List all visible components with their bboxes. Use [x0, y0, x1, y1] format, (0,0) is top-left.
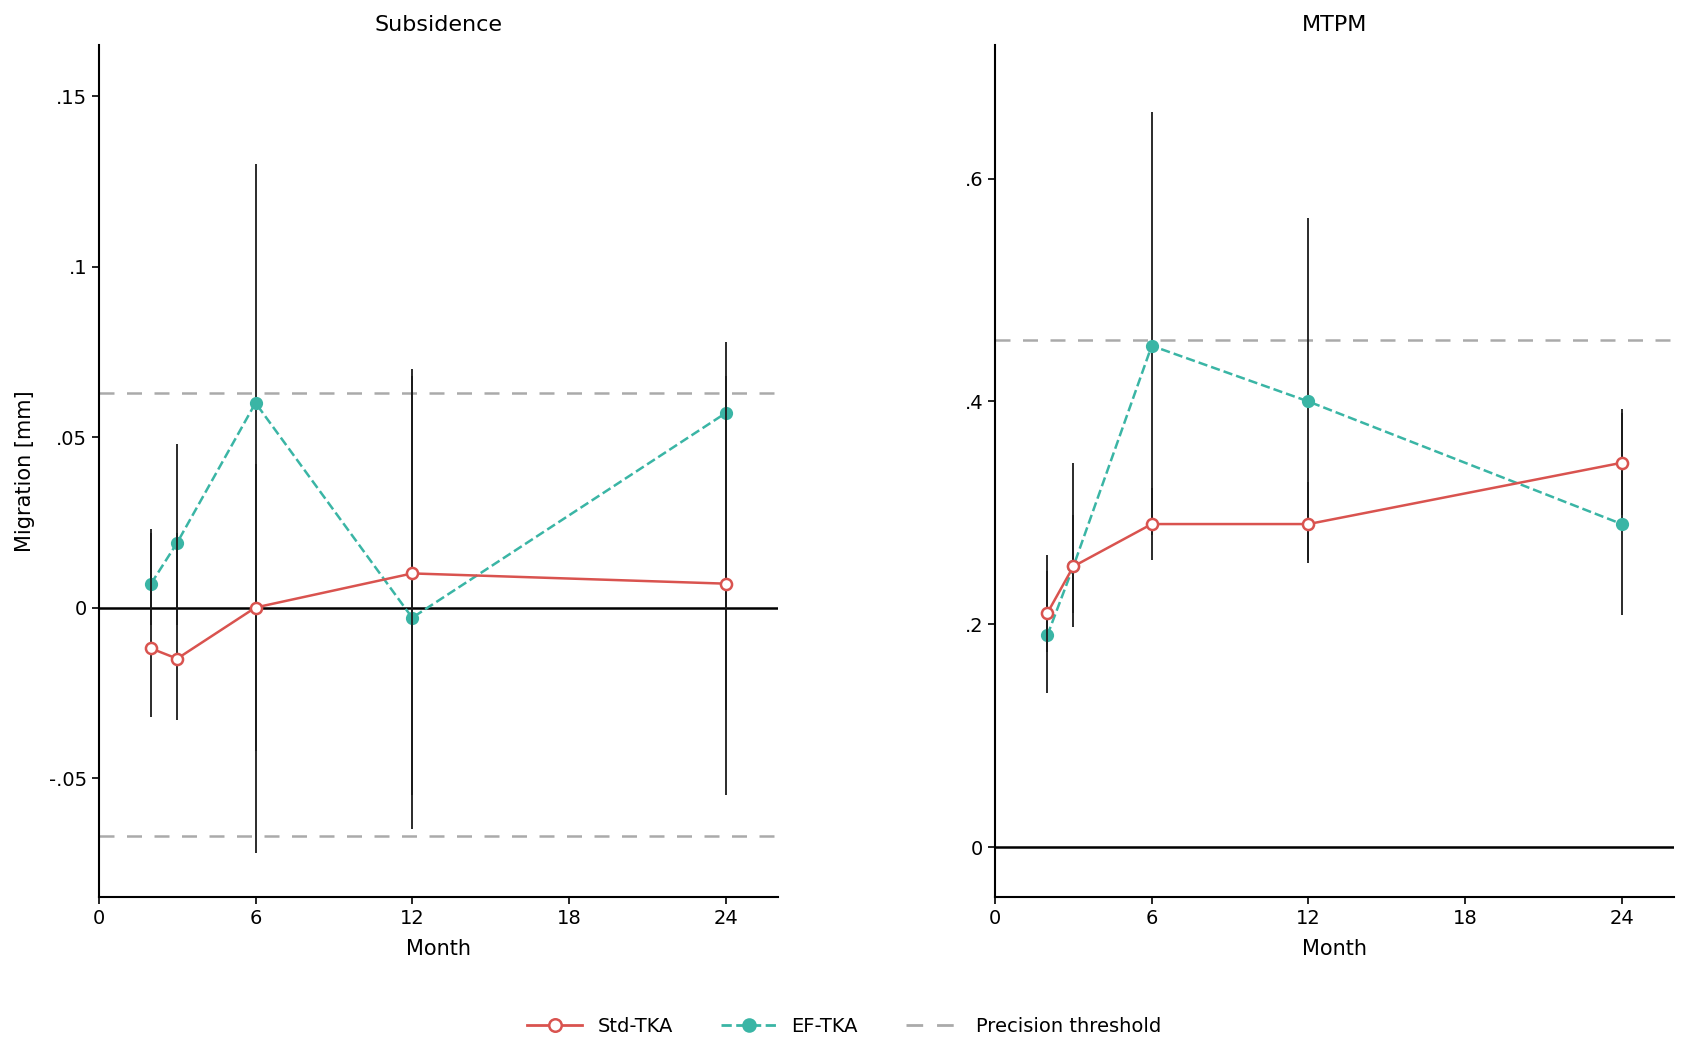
- X-axis label: Month: Month: [1302, 939, 1366, 959]
- Title: Subsidence: Subsidence: [375, 15, 502, 35]
- Legend: Std-TKA, EF-TKA, Precision threshold: Std-TKA, EF-TKA, Precision threshold: [520, 1009, 1169, 1044]
- Y-axis label: Migration [mm]: Migration [mm]: [15, 391, 35, 552]
- Title: MTPM: MTPM: [1302, 15, 1366, 35]
- X-axis label: Month: Month: [405, 939, 471, 959]
